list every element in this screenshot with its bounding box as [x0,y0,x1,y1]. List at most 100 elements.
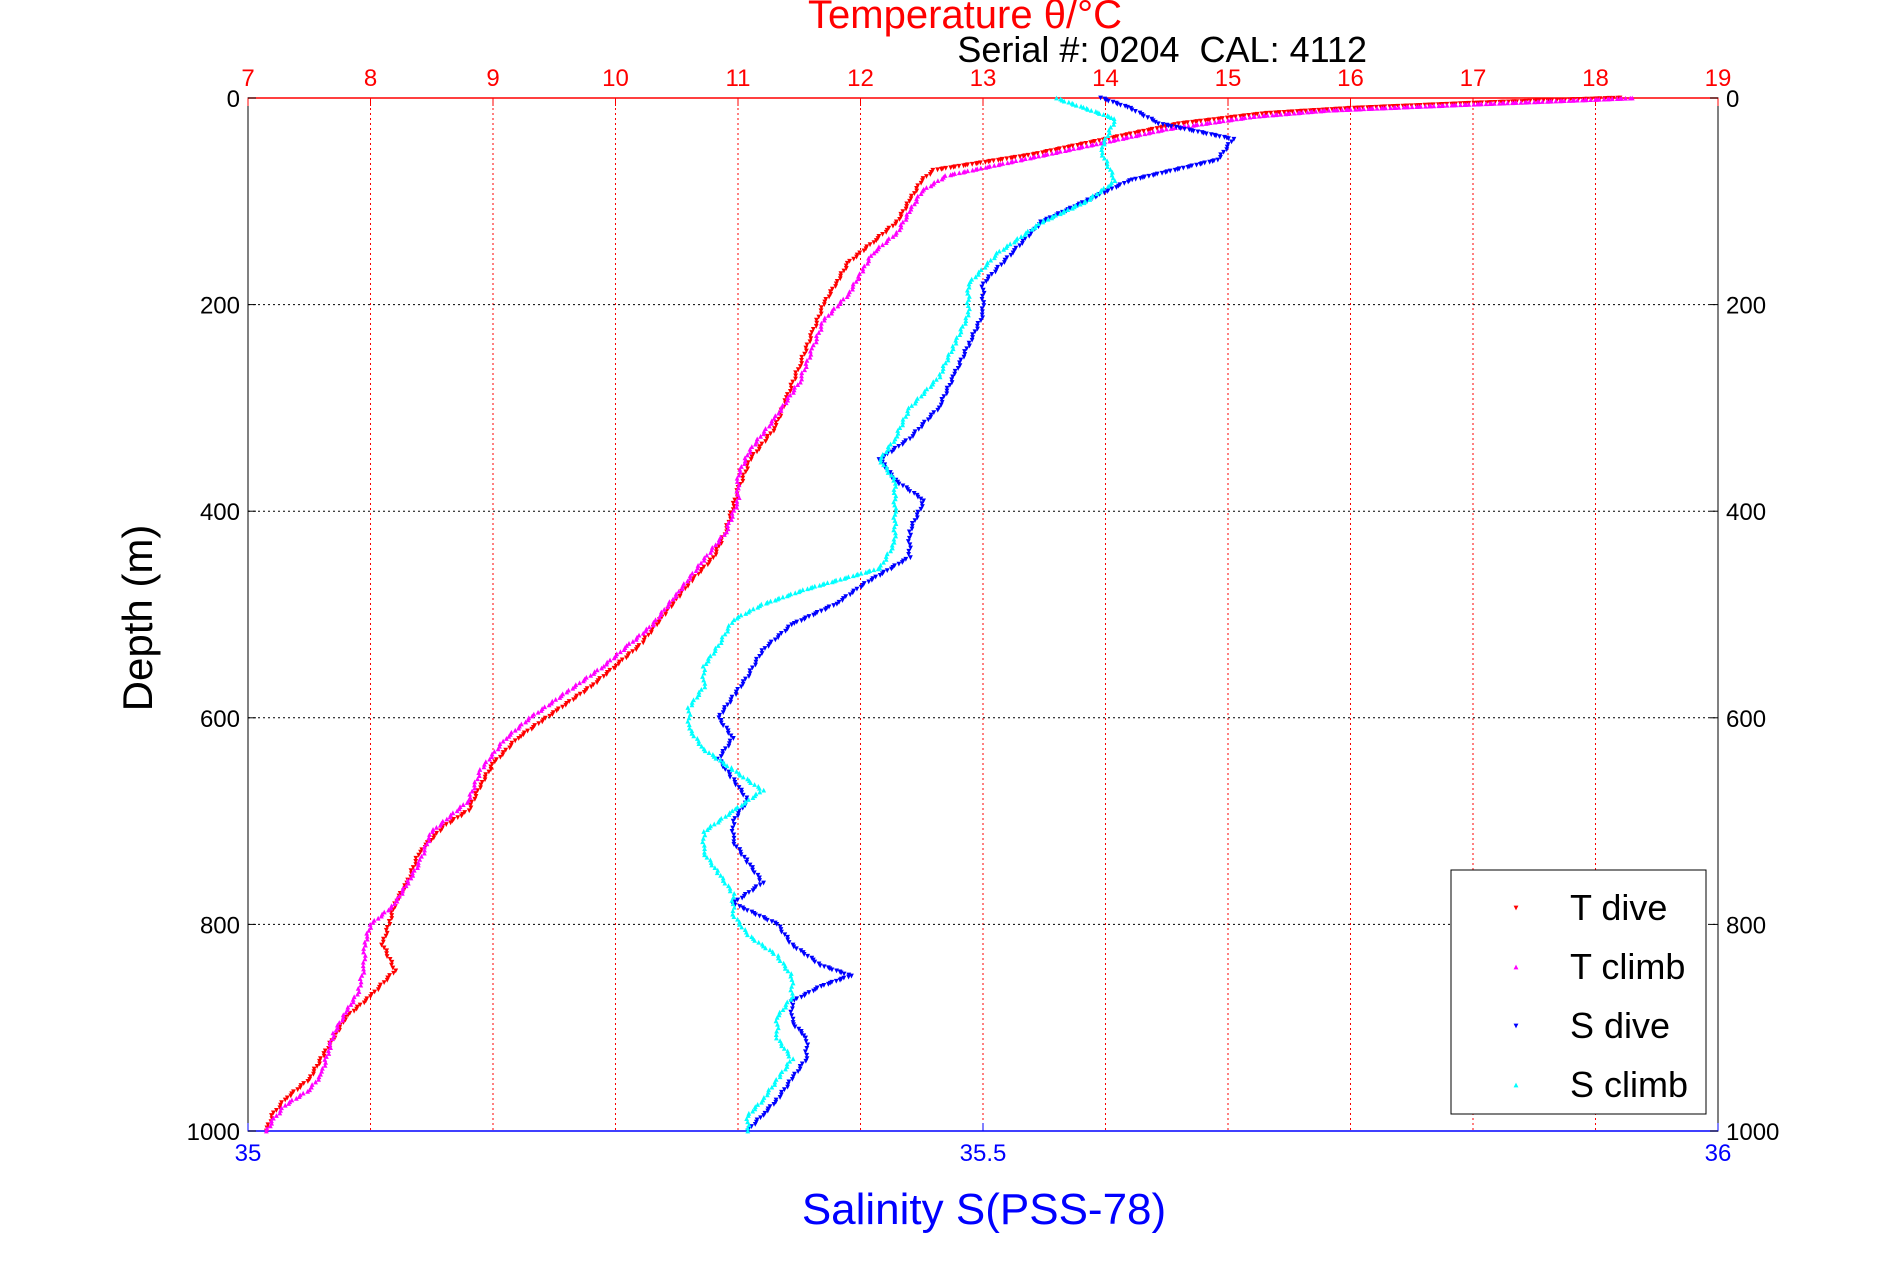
data-point [838,298,843,304]
data-point [943,360,948,366]
data-point [743,611,749,616]
data-point [906,529,912,535]
data-point [840,296,846,302]
data-point [712,865,718,870]
data-point [905,408,910,414]
data-point [495,746,501,752]
data-point [730,500,736,506]
data-point [410,865,416,870]
data-point [685,705,691,710]
data-point [422,847,427,853]
data-point [773,1032,779,1037]
data-point [891,536,897,542]
data-point [889,449,895,455]
data-point [964,287,970,293]
data-point [958,326,964,332]
data-point [799,994,804,1000]
data-point [1070,101,1076,107]
data-point [765,1108,771,1114]
data-point [776,410,782,416]
data-point [937,374,943,380]
data-point [807,354,813,360]
data-point [799,361,805,366]
data-point [906,548,912,554]
data-point [745,1113,751,1118]
data-point [814,336,820,342]
data-point [724,763,730,769]
data-point [966,340,972,346]
data-point [883,229,889,235]
data-point [906,552,912,557]
data-point [676,588,682,594]
data-point [295,1087,301,1093]
data-point [790,990,795,996]
data-point [746,797,751,802]
data-point [873,248,879,254]
data-point [878,459,884,465]
data-point [1195,129,1201,135]
data-point [993,269,998,275]
data-point [536,721,542,727]
data-point [991,158,996,164]
data-point [497,741,503,747]
data-point [264,1126,270,1131]
data-point [769,418,775,424]
data-point [757,444,762,450]
data-point [1224,144,1230,150]
data-point [1001,246,1007,252]
data-point [481,764,487,770]
data-point [743,676,748,682]
data-point [909,526,915,532]
data-point [908,204,914,209]
data-point [975,272,981,277]
data-point [656,619,662,625]
data-point [840,598,845,603]
data-point [787,1058,793,1064]
data-point [891,487,897,492]
data-point [988,257,994,263]
data-point [964,346,970,352]
data-point [1396,104,1402,110]
data-point [437,822,443,828]
data-point [1065,207,1071,212]
data-point [1123,135,1129,141]
data-point [1554,97,1560,103]
data-point [889,472,894,478]
data-point [893,484,899,489]
data-point [736,810,741,816]
data-point [961,163,967,169]
data-point [752,1106,758,1112]
data-point [388,905,394,911]
tick-label-temperature: 10 [602,65,629,92]
data-point [850,281,856,287]
data-point [1097,189,1103,195]
data-point [979,312,985,318]
data-point [340,1012,346,1018]
data-point [837,977,843,983]
data-point [766,423,772,429]
data-point [1294,109,1300,114]
data-point [794,619,800,625]
data-point [1114,185,1119,190]
data-point [1172,167,1178,173]
data-point [950,343,956,349]
data-point [754,449,760,455]
data-point [803,361,809,366]
data-point [893,493,899,499]
data-point [1057,148,1063,154]
data-point [1129,107,1135,113]
data-point [1263,111,1269,116]
data-point [729,897,735,903]
data-point [908,196,914,202]
data-point [653,617,658,623]
data-point [1352,105,1357,111]
data-point [782,965,788,971]
data-point [817,963,823,969]
data-point [743,469,749,475]
data-point [950,374,956,380]
data-point [750,795,756,801]
data-point [1296,110,1301,116]
data-point [1281,109,1287,115]
data-point [1180,165,1186,171]
data-point [630,638,636,644]
